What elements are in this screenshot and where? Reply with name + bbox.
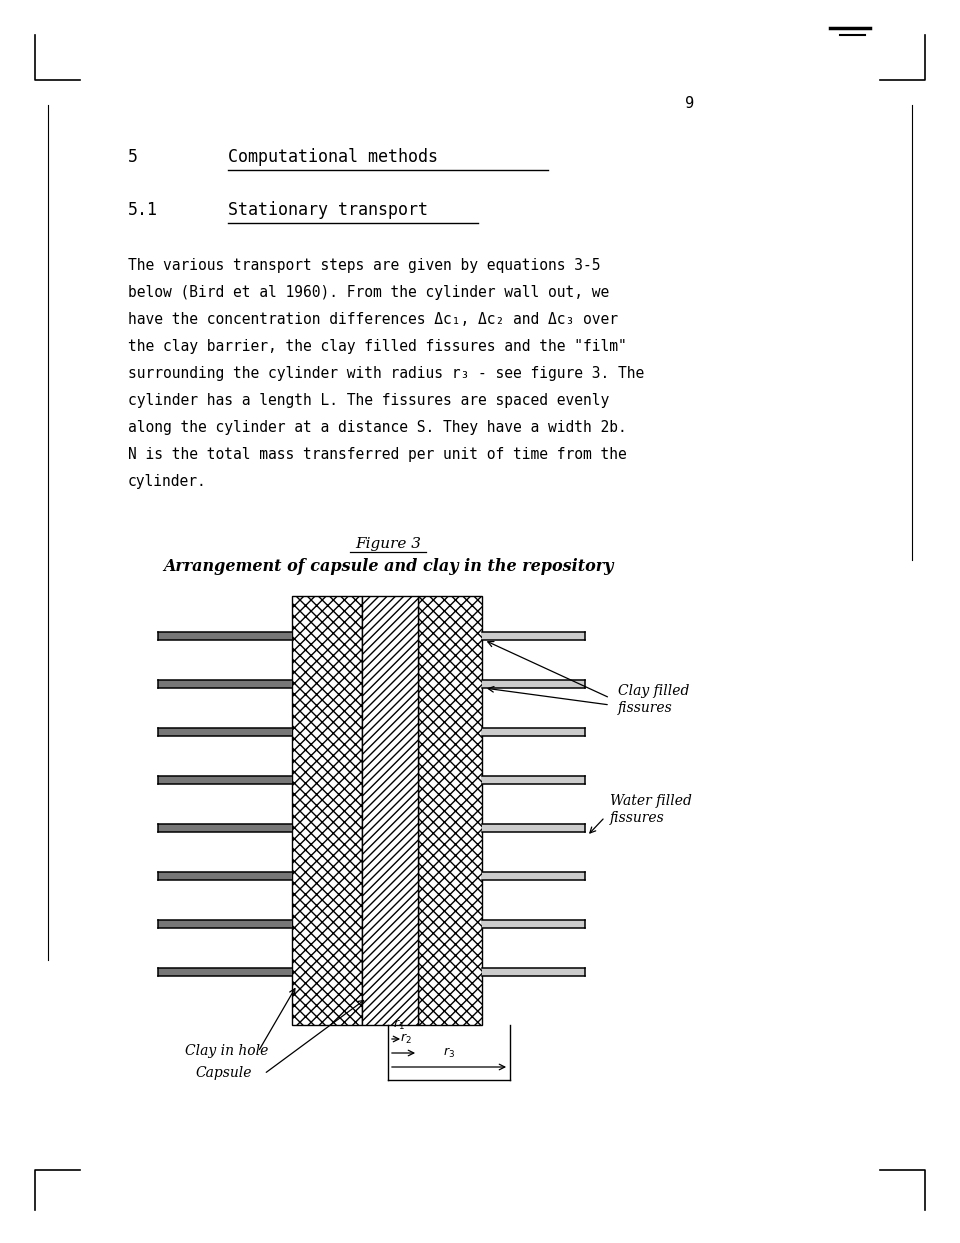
Text: surrounding the cylinder with radius r₃ - see figure 3. The: surrounding the cylinder with radius r₃ … xyxy=(128,365,644,382)
Bar xyxy=(158,824,292,832)
Text: The various transport steps are given by equations 3-5: The various transport steps are given by… xyxy=(128,259,601,273)
Text: cylinder.: cylinder. xyxy=(128,474,206,488)
Text: $r_1$: $r_1$ xyxy=(393,1018,405,1032)
Bar xyxy=(482,873,585,880)
Text: Computational methods: Computational methods xyxy=(228,148,438,167)
Bar xyxy=(158,680,292,687)
Text: 5: 5 xyxy=(128,148,138,167)
Text: 5.1: 5.1 xyxy=(128,201,158,219)
Bar xyxy=(482,968,585,976)
Bar xyxy=(482,631,585,640)
Text: along the cylinder at a distance S. They have a width 2b.: along the cylinder at a distance S. They… xyxy=(128,420,627,435)
Text: Water filled: Water filled xyxy=(610,794,692,808)
Bar xyxy=(482,728,585,736)
Text: 9: 9 xyxy=(685,96,694,111)
Text: below (Bird et al 1960). From the cylinder wall out, we: below (Bird et al 1960). From the cylind… xyxy=(128,285,610,300)
Text: Clay filled: Clay filled xyxy=(618,684,689,699)
Text: cylinder has a length L. The fissures are spaced evenly: cylinder has a length L. The fissures ar… xyxy=(128,393,610,408)
Text: $r_3$: $r_3$ xyxy=(443,1047,455,1060)
Bar xyxy=(158,631,292,640)
Text: N is the total mass transferred per unit of time from the: N is the total mass transferred per unit… xyxy=(128,447,627,462)
Bar xyxy=(158,776,292,784)
Text: Arrangement of capsule and clay in the repository: Arrangement of capsule and clay in the r… xyxy=(163,558,613,576)
Text: the clay barrier, the clay filled fissures and the "film": the clay barrier, the clay filled fissur… xyxy=(128,339,627,354)
Text: have the concentration differences Δc₁, Δc₂ and Δc₃ over: have the concentration differences Δc₁, … xyxy=(128,312,618,327)
Bar xyxy=(482,824,585,832)
Bar xyxy=(418,595,482,1025)
Text: fissures: fissures xyxy=(618,701,673,715)
Bar xyxy=(482,680,585,687)
Text: $r_2$: $r_2$ xyxy=(400,1032,412,1047)
Bar xyxy=(158,920,292,929)
Bar xyxy=(158,873,292,880)
Bar xyxy=(482,776,585,784)
Bar xyxy=(292,595,362,1025)
Text: Capsule: Capsule xyxy=(195,1066,252,1080)
Text: Clay in hole: Clay in hole xyxy=(185,1044,269,1058)
Text: Figure 3: Figure 3 xyxy=(355,537,421,551)
Bar xyxy=(482,920,585,929)
Text: fissures: fissures xyxy=(610,810,664,825)
Bar xyxy=(158,968,292,976)
Bar xyxy=(158,728,292,736)
Bar xyxy=(362,595,418,1025)
Text: Stationary transport: Stationary transport xyxy=(228,201,428,219)
